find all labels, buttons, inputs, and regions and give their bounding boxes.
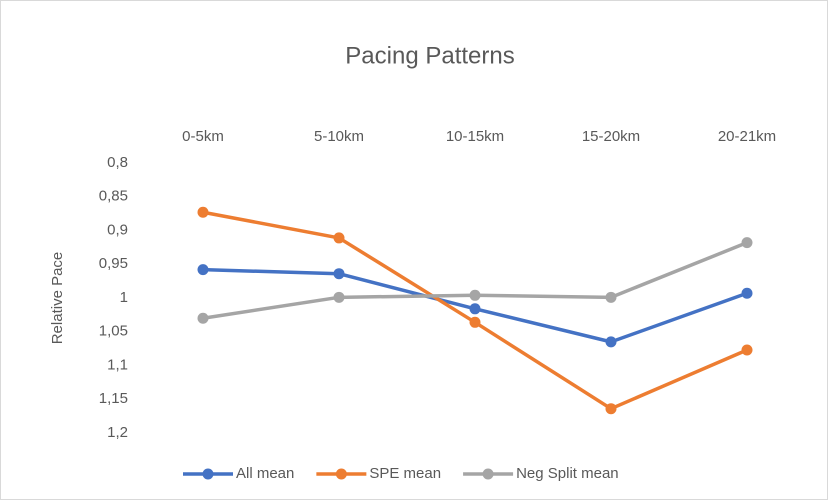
- chart-title: Pacing Patterns: [345, 42, 514, 69]
- y-tick-label: 1,15: [99, 390, 128, 407]
- y-tick-label: 1,1: [107, 356, 128, 373]
- data-point: [197, 206, 209, 218]
- data-point: [605, 336, 617, 348]
- x-tick-label: 0-5km: [182, 128, 224, 145]
- data-point: [605, 291, 617, 303]
- legend-marker: [482, 468, 494, 480]
- legend-label: Neg Split mean: [516, 465, 619, 482]
- legend-label: All mean: [236, 465, 294, 482]
- x-tick-label: 15-20km: [582, 128, 640, 145]
- legend-marker: [202, 468, 214, 480]
- data-point: [469, 289, 481, 301]
- data-point: [333, 268, 345, 280]
- y-tick-label: 0,8: [107, 154, 128, 171]
- data-point: [197, 312, 209, 324]
- data-point: [469, 303, 481, 315]
- data-point: [605, 403, 617, 415]
- legend-marker: [335, 468, 347, 480]
- y-tick-label: 0,85: [99, 188, 128, 205]
- data-point: [741, 287, 753, 299]
- x-tick-label: 5-10km: [314, 128, 364, 145]
- y-tick-label: 1,05: [99, 323, 128, 340]
- data-point: [741, 344, 753, 356]
- y-tick-label: 0,95: [99, 255, 128, 272]
- x-tick-label: 10-15km: [446, 128, 504, 145]
- y-tick-label: 1: [120, 289, 128, 306]
- data-point: [741, 237, 753, 249]
- data-point: [333, 291, 345, 303]
- legend-label: SPE mean: [369, 465, 441, 482]
- y-axis-label: Relative Pace: [49, 252, 66, 345]
- data-point: [197, 264, 209, 276]
- y-tick-label: 0,9: [107, 221, 128, 238]
- data-point: [469, 316, 481, 328]
- x-tick-label: 20-21km: [718, 128, 776, 145]
- data-point: [333, 232, 345, 244]
- y-tick-label: 1,2: [107, 424, 128, 441]
